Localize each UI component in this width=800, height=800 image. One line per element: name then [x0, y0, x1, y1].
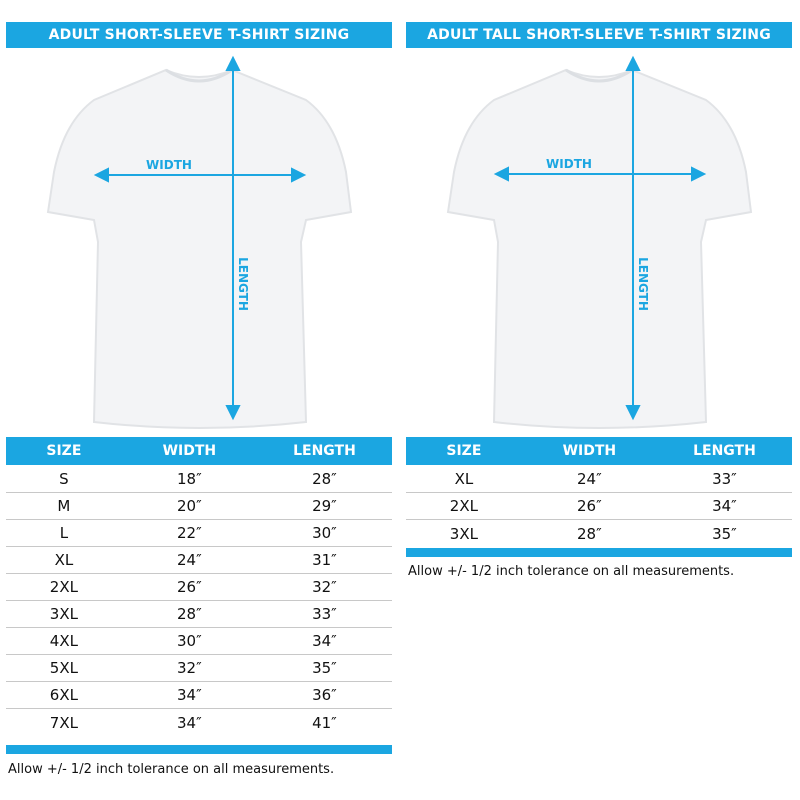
table-row: XL 24″ 33″ [406, 466, 792, 493]
cell-length: 30″ [312, 524, 337, 542]
cell-length: 33″ [312, 605, 337, 623]
table-row: L 22″ 30″ [6, 520, 392, 547]
cell-length: 41″ [312, 713, 337, 732]
cell-length: 35″ [712, 524, 737, 543]
width-arrow [493, 166, 707, 182]
tolerance-note: Allow +/- 1/2 inch tolerance on all meas… [8, 762, 335, 777]
cell-length: 29″ [312, 497, 337, 515]
width-arrow [93, 167, 307, 183]
header-length: LENGTH [293, 443, 356, 459]
table-footer-bar [6, 745, 392, 754]
cell-size: M [57, 497, 71, 515]
panel-title: ADULT SHORT-SLEEVE T-SHIRT SIZING [6, 22, 392, 48]
cell-length: 34″ [712, 497, 737, 515]
cell-size: 3XL [449, 524, 478, 543]
cell-size: L [59, 524, 69, 542]
cell-width: 34″ [176, 713, 202, 732]
right-panel: ADULT TALL SHORT-SLEEVE T-SHIRT SIZING W… [406, 0, 792, 800]
tolerance-note: Allow +/- 1/2 inch tolerance on all meas… [408, 564, 735, 579]
left-panel: ADULT SHORT-SLEEVE T-SHIRT SIZING WIDTH … [6, 0, 392, 800]
cell-width: 26″ [176, 578, 202, 596]
header-length: LENGTH [693, 443, 756, 459]
header-width: WIDTH [162, 443, 217, 459]
table-row: 3XL 28″ 33″ [6, 601, 392, 628]
cell-size: S [59, 470, 69, 488]
cell-width: 18″ [176, 470, 202, 488]
table-row: 5XL 32″ 35″ [6, 655, 392, 682]
table-row: 2XL 26″ 34″ [406, 493, 792, 520]
width-label: WIDTH [146, 158, 192, 172]
cell-size: XL [454, 470, 474, 488]
table-header: SIZE WIDTH LENGTH [6, 437, 392, 465]
header-width: WIDTH [562, 443, 617, 459]
cell-size: 4XL [49, 632, 78, 650]
table-row: 2XL 26″ 32″ [6, 574, 392, 601]
table-row: 3XL 28″ 35″ [406, 520, 792, 547]
cell-width: 20″ [176, 497, 202, 515]
length-label: LENGTH [236, 257, 250, 311]
cell-length: 36″ [312, 686, 337, 704]
panel-title: ADULT TALL SHORT-SLEEVE T-SHIRT SIZING [406, 22, 792, 48]
cell-size: 6XL [49, 686, 78, 704]
cell-width: 34″ [176, 686, 202, 704]
cell-size: 2XL [49, 578, 78, 596]
cell-width: 22″ [176, 524, 202, 542]
cell-size: XL [54, 551, 74, 569]
table-footer-bar [406, 548, 792, 557]
size-table: S 18″ 28″ M 20″ 29″ L 22″ 30″ XL 24″ 31″ 2XL 26″ 32″ 3X… [6, 466, 392, 736]
cell-length: 35″ [312, 659, 337, 677]
table-row: 4XL 30″ 34″ [6, 628, 392, 655]
size-table: XL 24″ 33″ 2XL 26″ 34″ 3XL 28″ 35″ [406, 466, 792, 547]
cell-size: 2XL [449, 497, 478, 515]
tshirt-image [446, 68, 753, 429]
cell-width: 26″ [576, 497, 602, 515]
length-arrow [225, 55, 241, 421]
cell-width: 28″ [176, 605, 202, 623]
table-row: S 18″ 28″ [6, 466, 392, 493]
header-size: SIZE [446, 443, 482, 459]
cell-length: 34″ [312, 632, 337, 650]
cell-length: 32″ [312, 578, 337, 596]
table-row: 6XL 34″ 36″ [6, 682, 392, 709]
cell-width: 28″ [576, 524, 602, 543]
table-header: SIZE WIDTH LENGTH [406, 437, 792, 465]
cell-width: 24″ [576, 470, 602, 488]
tshirt-image [46, 68, 353, 429]
length-label: LENGTH [636, 257, 650, 311]
cell-length: 28″ [312, 470, 337, 488]
length-arrow [625, 55, 641, 421]
tshirt-diagram: WIDTH LENGTH [46, 55, 353, 429]
cell-length: 31″ [312, 551, 337, 569]
table-row: XL 24″ 31″ [6, 547, 392, 574]
table-row: M 20″ 29″ [6, 493, 392, 520]
table-row: 7XL 34″ 41″ [6, 709, 392, 736]
cell-size: 5XL [49, 659, 78, 677]
header-size: SIZE [46, 443, 82, 459]
cell-width: 30″ [176, 632, 202, 650]
cell-width: 24″ [176, 551, 202, 569]
tshirt-diagram: WIDTH LENGTH [446, 55, 753, 429]
cell-length: 33″ [712, 470, 737, 488]
cell-size: 7XL [49, 713, 78, 732]
cell-width: 32″ [176, 659, 202, 677]
width-label: WIDTH [546, 157, 592, 171]
cell-size: 3XL [49, 605, 78, 623]
